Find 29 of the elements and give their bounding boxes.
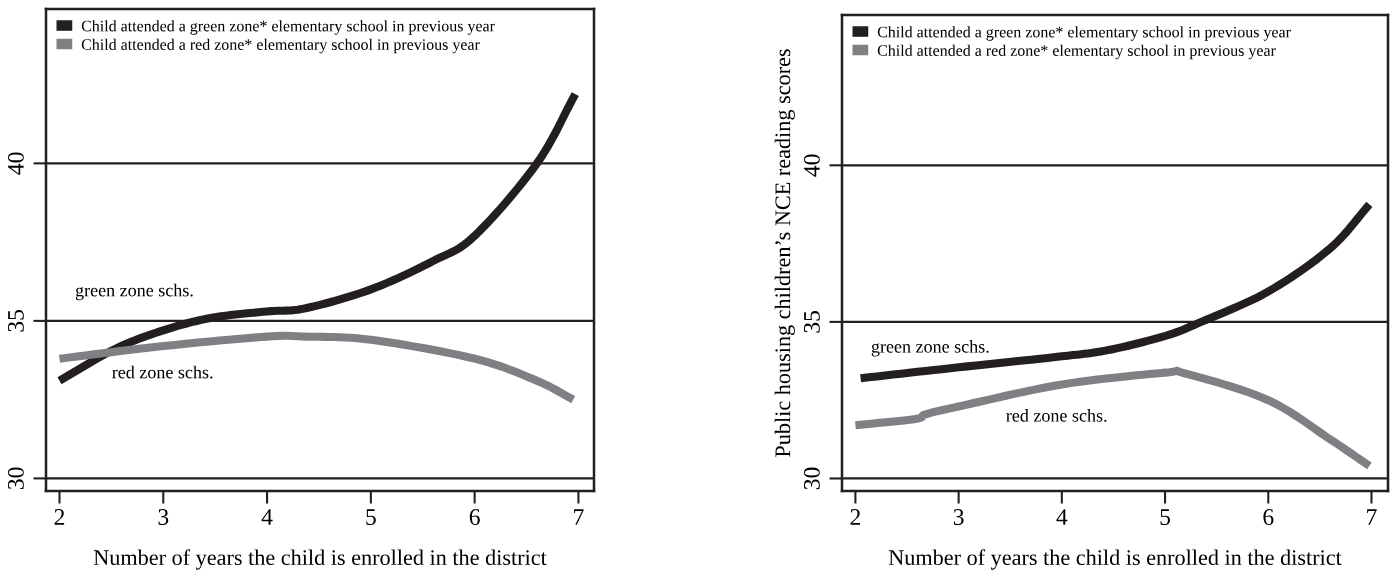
legend-label: Child attended a red zone* elementary school in previous year — [81, 38, 480, 54]
annotation: green zone schs. — [75, 283, 193, 301]
y-tick-label: 30 — [7, 467, 24, 490]
x-tick-label: 4 — [261, 509, 273, 525]
legend-label: Child attended a green zone* elementary school in previous year — [81, 20, 495, 35]
x-tick-label: 3 — [953, 509, 964, 525]
x-axis-title: Number of years the child is enrolled in the district — [888, 549, 1342, 570]
x-tick-label: 6 — [469, 509, 480, 525]
x-axis-title: Number of years the child is enrolled in the district — [93, 549, 547, 570]
legend-label: Child attended a red zone* elementary school in previous year — [877, 44, 1276, 60]
x-tick-label: 7 — [574, 509, 584, 525]
x-tick-label: 7 — [1367, 509, 1377, 525]
x-tick-label: 2 — [54, 509, 65, 525]
y-tick-label: 40 — [803, 154, 820, 177]
x-tick-label: 5 — [366, 509, 376, 525]
x-tick-label: 6 — [1263, 509, 1274, 525]
y-tick-label: 35 — [803, 311, 820, 333]
annotation: green zone schs. — [871, 339, 989, 357]
x-tick-label: 2 — [850, 509, 861, 525]
y-tick-label: 40 — [7, 152, 24, 175]
legend-label: Child attended a green zone* elementary school in previous year — [877, 26, 1291, 41]
x-tick-label: 5 — [1160, 509, 1171, 525]
y-tick-label: 35 — [7, 310, 24, 332]
y-tick-label: 30 — [803, 467, 820, 490]
annotation: red zone schs. — [1006, 409, 1107, 422]
annotation: red zone schs. — [112, 365, 213, 379]
x-tick-label: 3 — [158, 509, 169, 525]
x-tick-label: 4 — [1056, 509, 1068, 525]
y-axis-title: Public housing children’s NCE reading scores — [774, 49, 795, 457]
